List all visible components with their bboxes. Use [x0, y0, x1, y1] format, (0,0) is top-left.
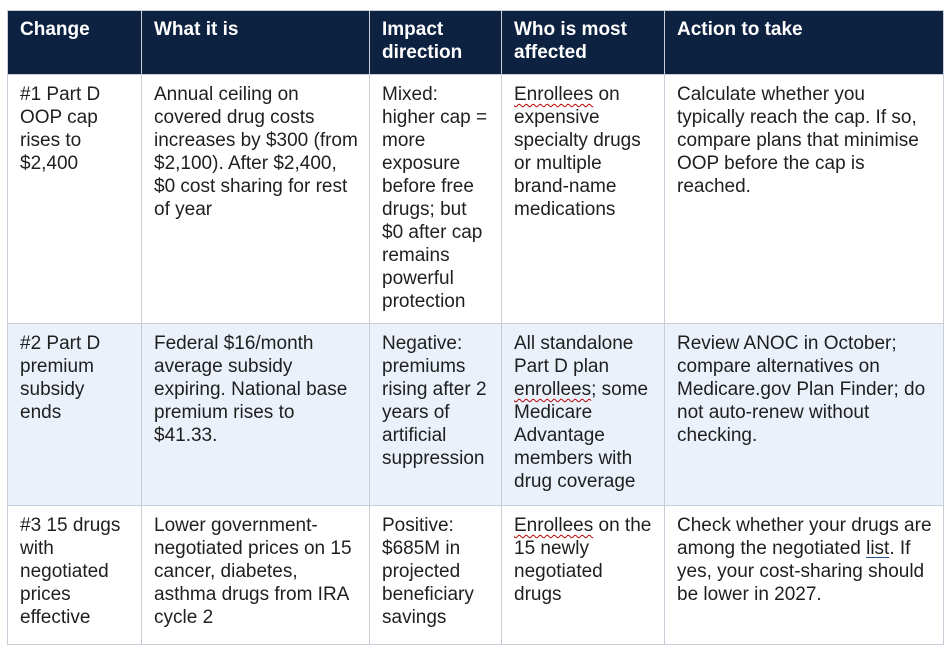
header-what-it-is: What it is [141, 10, 370, 75]
cell-who-text: on the 15 newly negotiated drugs [514, 515, 652, 605]
cell-change: #2 Part D premium subsidy ends [7, 323, 142, 506]
list-link[interactable]: list [866, 538, 890, 559]
cell-who: All standalone Part D plan enrollees; so… [501, 323, 665, 506]
cell-who: Enrollees on expensive specialty drugs o… [501, 74, 665, 324]
table-row: #2 Part D premium subsidy ends Federal $… [7, 323, 944, 506]
cell-who-text: All standalone Part D plan [514, 333, 634, 377]
cell-what: Annual ceiling on covered drug costs inc… [141, 74, 370, 324]
cell-action: Check whether your drugs are among the n… [664, 505, 944, 645]
header-action: Action to take [664, 10, 944, 75]
cell-action: Calculate whether you typically reach th… [664, 74, 944, 324]
table-row: #3 15 drugs with negotiated prices effec… [7, 505, 944, 645]
cell-what: Federal $16/month average subsidy expiri… [141, 323, 370, 506]
cell-change: #3 15 drugs with negotiated prices effec… [7, 505, 142, 645]
cell-who: Enrollees on the 15 newly negotiated dru… [501, 505, 665, 645]
cell-impact: Positive: $685M in projected beneficiary… [369, 505, 502, 645]
spellcheck-word: Enrollees [514, 515, 594, 536]
table-row: #1 Part D OOP cap rises to $2,400 Annual… [7, 74, 944, 324]
cell-who-text: on expensive specialty drugs or multiple… [514, 84, 641, 220]
header-change: Change [7, 10, 142, 75]
cell-impact: Mixed: higher cap = more exposure before… [369, 74, 502, 324]
cell-what: Lower government-negotiated prices on 15… [141, 505, 370, 645]
spellcheck-word: enrollees [514, 379, 592, 400]
header-row: Change What it is Impact direction Who i… [7, 10, 944, 75]
spellcheck-word: Enrollees [514, 84, 594, 105]
cell-action-text: . If yes, your cost-sharing should be lo… [677, 538, 925, 605]
cell-impact: Negative: premiums rising after 2 years … [369, 323, 502, 506]
header-impact-direction: Impact direction [369, 10, 502, 75]
header-who-affected: Who is most affected [501, 10, 665, 75]
cell-action: Review ANOC in October; compare alternat… [664, 323, 944, 506]
cell-who-text: ; some Medicare Advantage members with d… [514, 379, 649, 492]
medicare-changes-table: Change What it is Impact direction Who i… [7, 10, 944, 645]
cell-action-text: Check whether your drugs are among the n… [677, 515, 932, 559]
cell-change: #1 Part D OOP cap rises to $2,400 [7, 74, 142, 324]
